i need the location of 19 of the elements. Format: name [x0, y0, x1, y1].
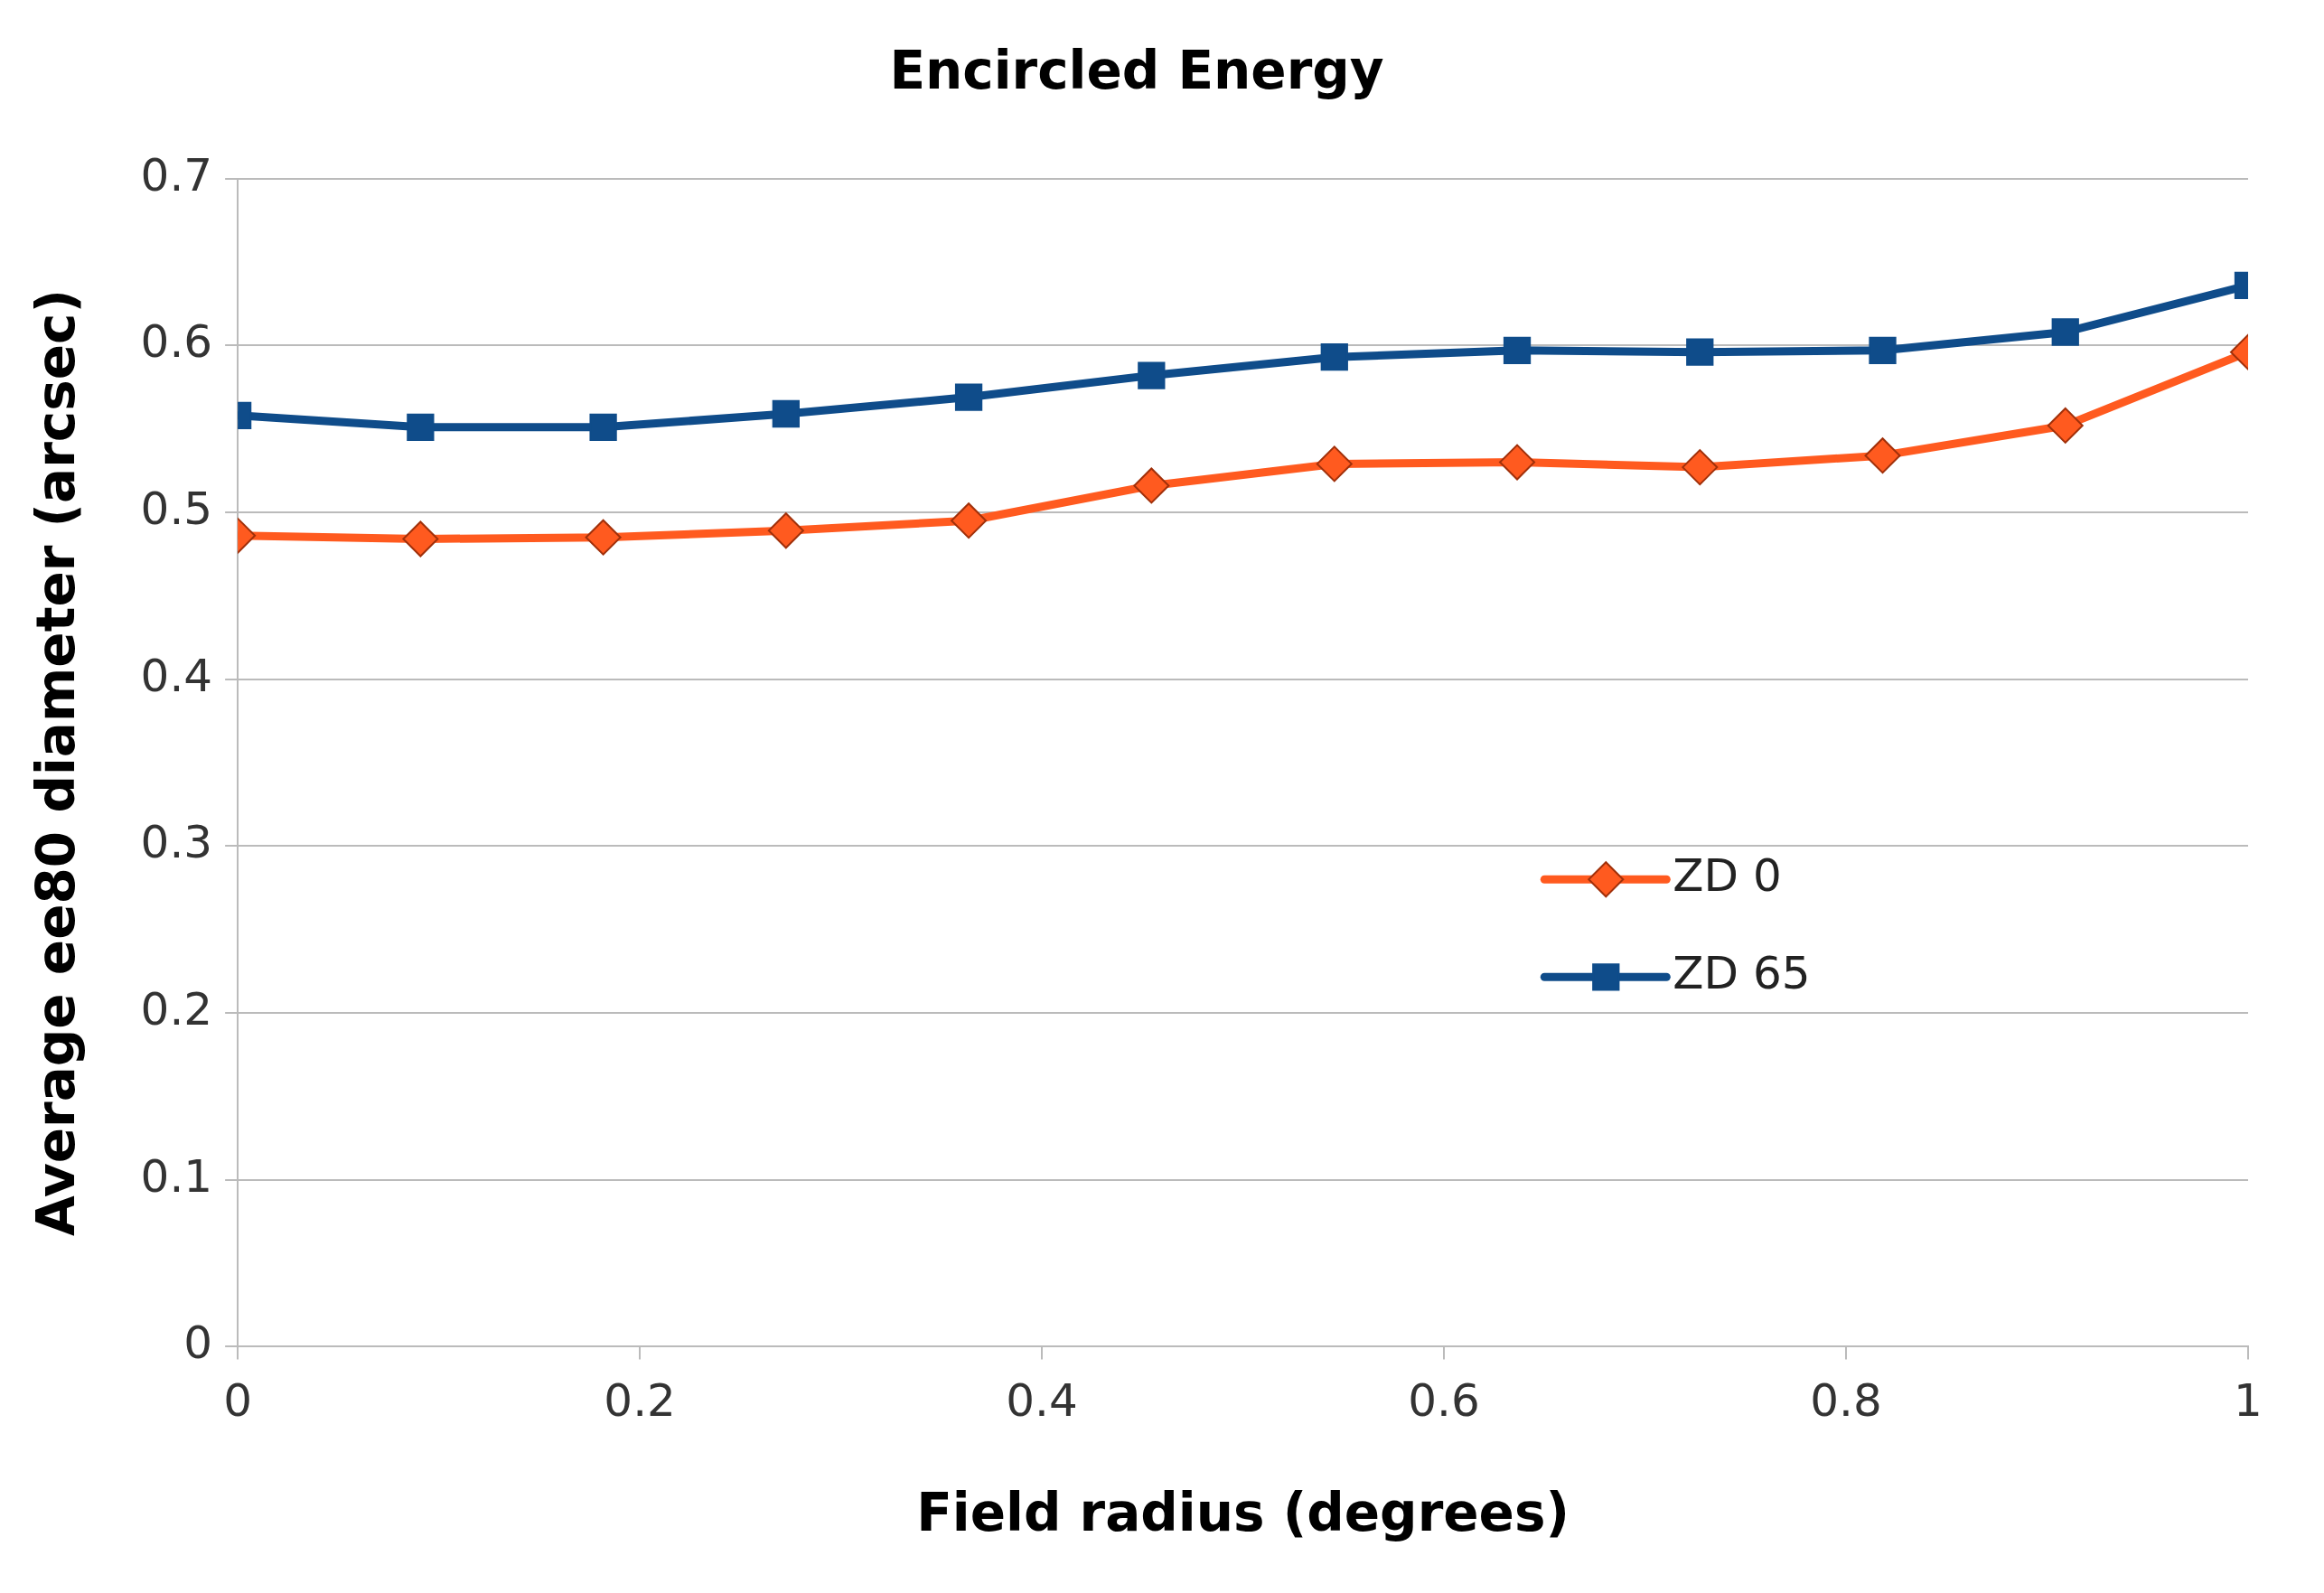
legend-label: ZD 0 — [1673, 849, 1782, 903]
y-tick-label: 0.1 — [140, 1149, 213, 1203]
x-tick-label: 0 — [223, 1374, 253, 1428]
y-tick-label: 0.2 — [140, 983, 213, 1036]
y-tick-label: 0.5 — [140, 482, 213, 535]
y-tick-label: 0.3 — [140, 816, 213, 869]
y-tick-label: 0.4 — [140, 649, 213, 702]
x-tick-label: 0.2 — [604, 1374, 676, 1428]
x-axis-title: Field radius (degrees) — [916, 1482, 1570, 1544]
y-tick-label: 0.6 — [140, 315, 213, 369]
x-tick-label: 0.6 — [1408, 1374, 1480, 1428]
y-tick-label: 0.7 — [140, 148, 213, 201]
y-axis-title: Average ee80 diameter (arcsec) — [24, 289, 87, 1236]
chart-title: Encircled Energy — [889, 39, 1384, 101]
y-tick-label: 0 — [183, 1317, 213, 1370]
x-tick-label: 0.8 — [1810, 1374, 1882, 1428]
x-tick-label: 0.4 — [1006, 1374, 1078, 1428]
legend-label: ZD 65 — [1673, 947, 1811, 1000]
x-tick-label: 1 — [2234, 1374, 2263, 1428]
